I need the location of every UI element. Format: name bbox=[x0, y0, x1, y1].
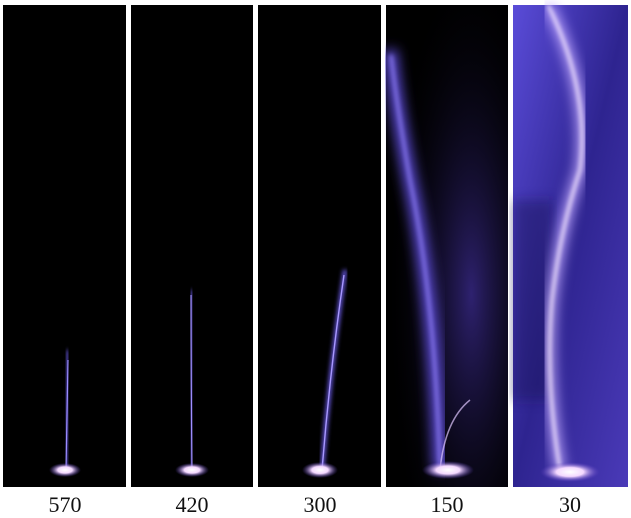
panel-label: 300 bbox=[304, 492, 337, 517]
panel: 30 bbox=[513, 2, 628, 517]
panel: 300 bbox=[258, 5, 381, 517]
panel-label: 570 bbox=[49, 492, 82, 517]
panel: 420 bbox=[131, 5, 253, 517]
panel-label: 150 bbox=[431, 492, 464, 517]
panel: 570 bbox=[3, 5, 126, 517]
panel-label: 30 bbox=[559, 492, 581, 517]
panel: 150 bbox=[383, 5, 508, 517]
panel-label: 420 bbox=[176, 492, 209, 517]
